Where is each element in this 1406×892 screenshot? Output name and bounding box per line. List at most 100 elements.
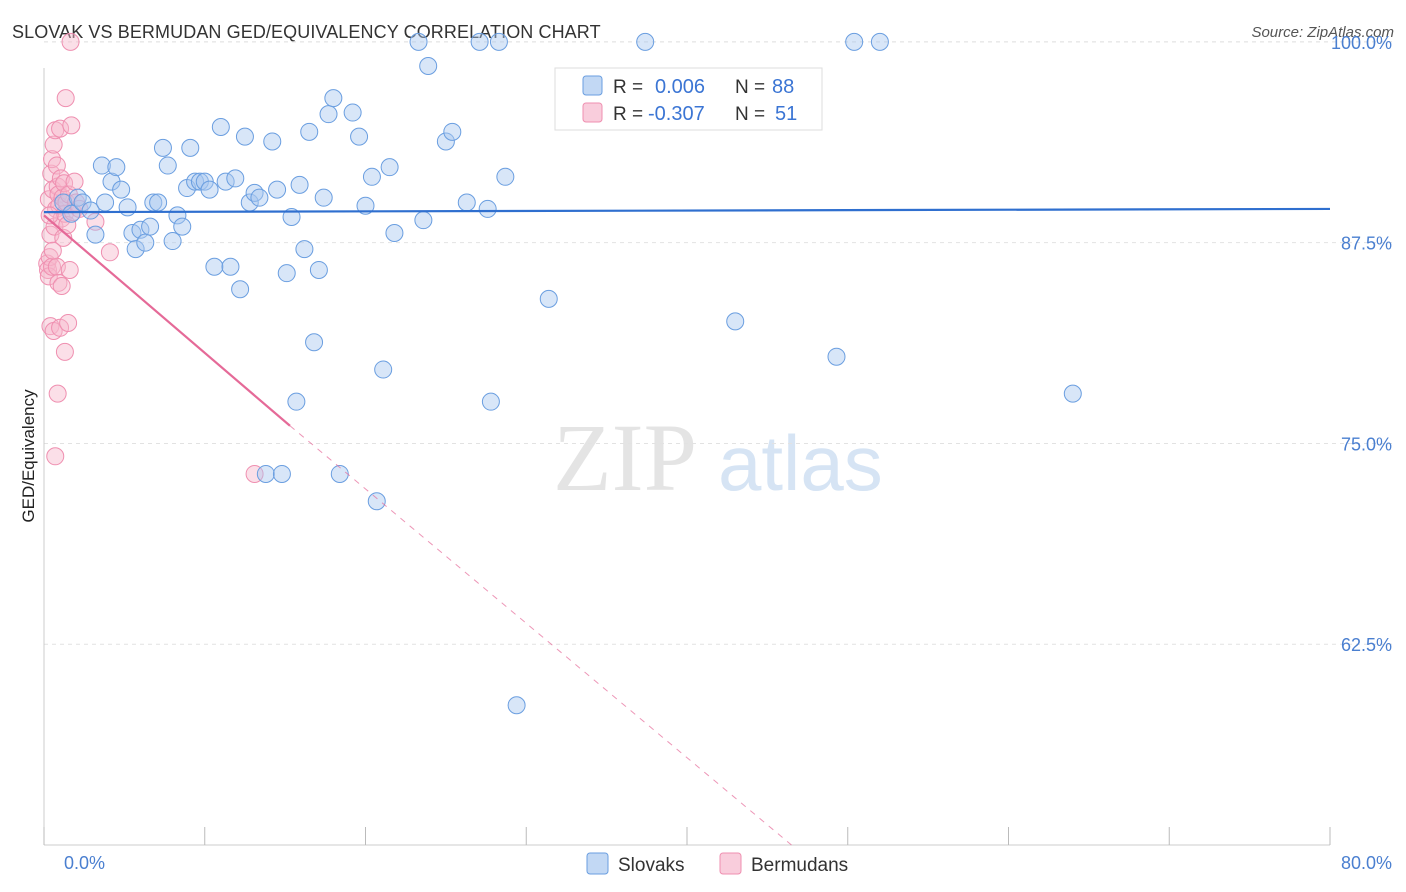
legend-swatch-slovaks: [582, 75, 603, 96]
slovak-point: [235, 127, 254, 146]
slovak-point: [181, 138, 200, 157]
slovak-point: [287, 392, 306, 411]
bottom-legend-swatch-bermudans: [719, 852, 742, 875]
y-tick-label: 62.5%: [1341, 635, 1392, 655]
bermudan-point: [59, 313, 78, 332]
legend-r-value-slovaks: 0.006: [655, 76, 705, 98]
bermudan-point: [43, 241, 62, 260]
watermark: ZIP atlas: [553, 404, 883, 511]
bermudan-point: [52, 277, 71, 296]
slovak-point: [211, 118, 230, 137]
slovak-point: [221, 257, 240, 276]
slovak-point: [319, 105, 338, 124]
watermark-atlas: atlas: [718, 419, 883, 507]
gridlines: [44, 41, 1392, 645]
slovak-point: [305, 333, 324, 352]
slovak-point: [68, 188, 87, 207]
slovak-point: [374, 360, 393, 379]
bermudan-point: [46, 447, 65, 466]
bermudan-point: [51, 119, 70, 138]
slovak-point: [149, 193, 168, 212]
bermudan-point: [51, 169, 70, 188]
bermudan-point: [86, 212, 105, 231]
slovak-point: [343, 103, 362, 122]
slovak-point: [96, 193, 115, 212]
slovak-point: [478, 199, 497, 218]
bermudan-point: [44, 135, 63, 154]
slovak-point: [231, 280, 250, 299]
slovak-point: [250, 188, 269, 207]
chart-title: SLOVAK VS BERMUDAN GED/EQUIVALENCY CORRE…: [12, 22, 601, 42]
slovak-point: [539, 289, 558, 308]
slovak-point: [200, 180, 219, 199]
slovak-point: [163, 232, 182, 251]
watermark-zip: ZIP: [553, 404, 697, 511]
bermudan-point: [100, 243, 119, 262]
slovak-point: [112, 180, 131, 199]
bermudan-point: [60, 260, 79, 279]
legend-n-value-slovaks: 88: [772, 76, 794, 98]
slovak-point: [314, 188, 333, 207]
bottom-legend-bermudans: Bermudans: [751, 855, 848, 876]
slovak-point: [481, 392, 500, 411]
legend-r-label-slovaks: R =: [613, 77, 643, 98]
legend-n-label-slovaks: N =: [735, 77, 765, 98]
slovak-point: [158, 156, 177, 175]
slovak-point: [419, 56, 438, 75]
legend-swatch-bermudans: [582, 102, 603, 123]
bermudan-point: [48, 384, 67, 403]
x-tick-label-min: 0.0%: [64, 853, 105, 873]
bermudan-point: [39, 190, 58, 209]
slovak-point: [173, 217, 192, 236]
slovak-points: [54, 32, 1082, 715]
legend: R = 0.006 N = 88 R = -0.307 N = 51: [554, 67, 823, 131]
slovak-point: [86, 225, 105, 244]
slovak-point: [263, 132, 282, 151]
bermudan-point: [56, 89, 75, 108]
legend-n-label-bermudans: N =: [735, 104, 765, 125]
y-tick-label: 87.5%: [1341, 234, 1392, 254]
slovak-point: [443, 122, 462, 141]
legend-r-value-bermudans: -0.307: [648, 103, 705, 125]
slovak-point: [457, 193, 476, 212]
bermudan-point: [61, 32, 80, 51]
slovak-point: [92, 156, 111, 175]
slovak-point: [362, 167, 381, 186]
source-label: Source: ZipAtlas.com: [1251, 24, 1394, 41]
y-tick-label: 100.0%: [1331, 33, 1392, 53]
x-ticks: [43, 827, 1331, 845]
slovak-point: [141, 217, 160, 236]
slovak-point: [81, 201, 100, 220]
y-tick-labels: 62.5% 75.0% 87.5% 100.0%: [1331, 33, 1392, 655]
bermudan-points: [38, 32, 264, 483]
slovak-point: [205, 257, 224, 276]
slovak-point: [186, 172, 205, 191]
legend-n-value-bermudans: 51: [775, 103, 797, 125]
slovak-point: [726, 312, 745, 331]
slovak-point: [300, 122, 319, 141]
slovak-point: [226, 169, 245, 188]
slovak-point: [324, 89, 343, 108]
slovak-point: [827, 347, 846, 366]
bottom-legend-swatch-slovaks: [586, 852, 609, 875]
slovak-point: [295, 240, 314, 259]
slovak-point: [1063, 384, 1082, 403]
slovak-point: [414, 211, 433, 230]
y-tick-label: 75.0%: [1341, 434, 1392, 454]
slovak-point: [409, 32, 428, 51]
slovak-point: [62, 204, 81, 223]
slovak-point: [282, 207, 301, 226]
slovak-point: [870, 32, 889, 51]
slovak-point: [107, 158, 126, 177]
bermudan-point: [62, 116, 81, 135]
slovak-point: [277, 264, 296, 283]
x-tick-label-max: 80.0%: [1341, 853, 1392, 873]
trend-lines: [43, 207, 1331, 846]
slovak-point: [367, 492, 386, 511]
slovak-point: [290, 175, 309, 194]
slovak-point: [272, 464, 291, 483]
slovak-point: [245, 183, 264, 202]
slovak-point: [496, 167, 515, 186]
slovak-point: [636, 32, 655, 51]
